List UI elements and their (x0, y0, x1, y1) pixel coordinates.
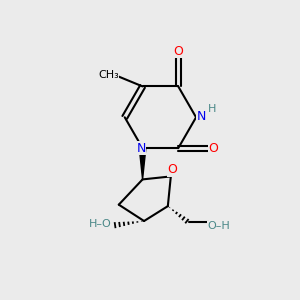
Text: O: O (173, 45, 183, 58)
Text: O: O (167, 164, 177, 176)
Text: N: N (136, 142, 146, 155)
Text: N: N (197, 110, 206, 123)
Text: O–H: O–H (208, 221, 230, 231)
Text: CH₃: CH₃ (98, 70, 119, 80)
Text: O: O (208, 142, 218, 155)
Polygon shape (139, 148, 146, 179)
Text: H: H (208, 104, 217, 114)
Text: H–O: H–O (89, 219, 112, 229)
